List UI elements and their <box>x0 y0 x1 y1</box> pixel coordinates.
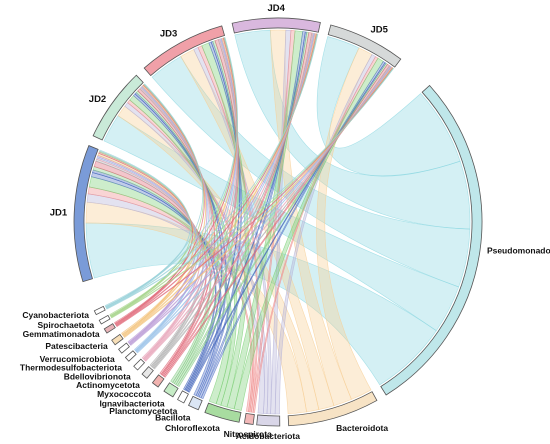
label-bacteroidota: Bacteroidota <box>336 423 388 433</box>
chord-jd5-bacteroidota <box>316 47 373 400</box>
label-verrucomicrobiota: Verrucomicrobiota <box>40 354 115 364</box>
sector-bacillota <box>188 395 203 411</box>
sector-jd2 <box>92 74 144 141</box>
label-chloroflexota: Chloroflexota <box>165 423 220 433</box>
label-acidobacteriota: Acidobacteriota <box>236 431 301 441</box>
label-jd5: JD5 <box>371 24 389 35</box>
sector-chloroflexota <box>204 402 242 423</box>
label-myxococcota: Myxococcota <box>97 389 151 399</box>
label-thermodesulfobacteriota: Thermodesulfobacteriota <box>20 362 122 372</box>
chord-jd5-pseudomonadota <box>316 36 461 177</box>
label-cyanobacteriota: Cyanobacteriota <box>22 310 89 320</box>
sector-acidobacteriota <box>256 414 281 427</box>
label-bacillota: Bacillota <box>155 412 191 422</box>
chord-links <box>85 29 471 415</box>
sector-jd3 <box>143 25 226 77</box>
chord-jd5-cyanobacteriota <box>106 67 394 310</box>
sector-myxococcota <box>151 374 165 388</box>
sector-bdellovibrionota <box>133 358 146 371</box>
sector-pseudomonadota <box>380 84 483 396</box>
label-patescibacteria: Patescibacteria <box>45 341 108 351</box>
sector-spirochaetota <box>98 314 111 325</box>
sector-jd5 <box>327 24 402 68</box>
label-gemmatimonadota: Gemmatimonadota <box>23 329 100 339</box>
label-actinomycetota: Actinomycetota <box>76 380 140 390</box>
sector-labels: JD1 JD2 JD3 JD4 JD5 Pseudomonadota Bacteroidot… <box>20 3 550 441</box>
sector-nitrospirota <box>243 412 255 425</box>
sector-actinomycetota <box>141 366 154 379</box>
chord-jd5-chloroflexota <box>233 57 384 411</box>
label-jd1: JD1 <box>50 207 68 218</box>
label-jd4: JD4 <box>267 3 285 14</box>
sector-jd1 <box>73 145 99 283</box>
chord-jd5-acidobacteriota <box>274 54 376 415</box>
label-pseudomonadota: Pseudomonadota <box>487 246 550 256</box>
sector-gemmatimonadota <box>103 323 116 334</box>
sector-bacteroidota <box>287 391 378 427</box>
sector-arcs <box>73 17 483 427</box>
label-jd3: JD3 <box>160 29 177 40</box>
sector-patescibacteria <box>111 333 124 346</box>
label-nitrospirota: Nitrospirota <box>224 429 272 439</box>
sector-ignavibacteriota <box>163 382 179 398</box>
sector-verrucomicrobiota <box>118 342 130 354</box>
label-jd2: JD2 <box>89 94 106 105</box>
sector-cyanobacteriota <box>93 305 106 316</box>
label-spirochaetota: Spirochaetota <box>37 320 94 330</box>
sector-thermodesulfobacteriota <box>124 350 137 362</box>
sector-planctomycetota <box>177 390 189 404</box>
sector-jd4 <box>231 17 321 34</box>
label-bdellovibrionota: Bdellovibrionota <box>64 372 131 382</box>
chord-jd5-nitrospirota <box>252 56 379 413</box>
label-ignavibacteriota: Ignavibacteriota <box>99 398 164 408</box>
label-planctomycetota: Planctomycetota <box>109 406 177 416</box>
